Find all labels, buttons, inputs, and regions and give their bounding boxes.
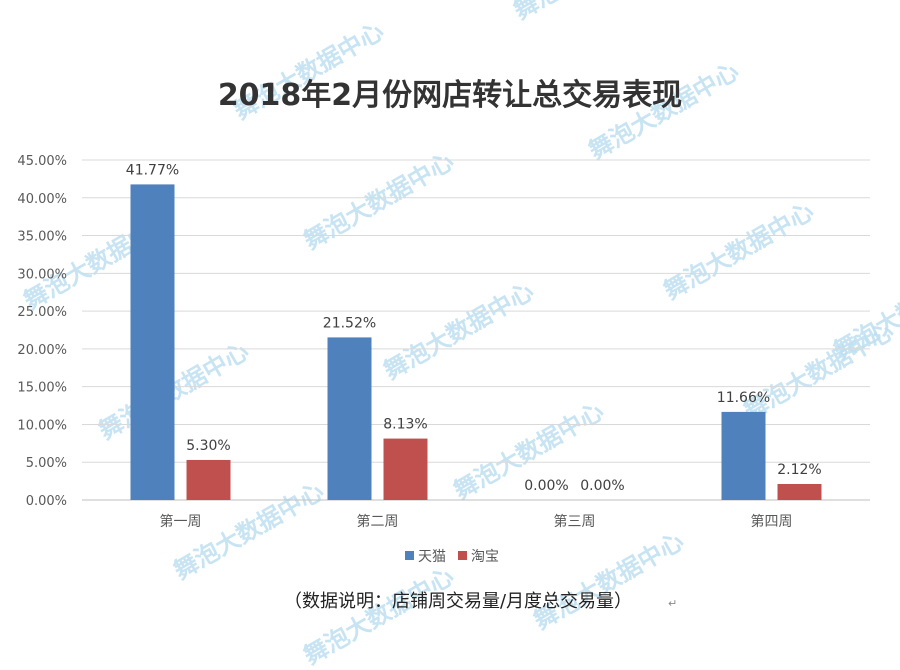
watermark-text: 舞泡大数据中心	[529, 527, 688, 635]
bar-tmall	[130, 184, 175, 500]
chart-title: 2018年2月份网店转让总交易表现	[218, 78, 682, 113]
return-mark: ↵	[668, 597, 677, 610]
watermark-text: 舞泡大数据中心	[299, 147, 458, 255]
data-label: 8.13%	[383, 417, 427, 433]
data-label: 41.77%	[126, 162, 179, 178]
y-tick-label: 20.00%	[17, 343, 67, 358]
y-tick-label: 40.00%	[17, 192, 67, 207]
bar-taobao	[777, 483, 822, 500]
data-label: 0.00%	[524, 478, 568, 494]
x-axis-categories: 第一周 第二周 第三周 第四周	[160, 513, 793, 530]
y-tick-label: 25.00%	[17, 305, 67, 320]
legend-swatch	[458, 551, 467, 560]
legend-swatch	[405, 551, 414, 560]
watermark-text: 舞泡大数据中心	[379, 277, 538, 385]
bar-taobao	[383, 438, 428, 500]
x-category-label: 第一周	[160, 513, 202, 530]
y-tick-label: 5.00%	[26, 456, 67, 471]
legend-label: 天猫	[418, 549, 446, 565]
y-tick-label: 10.00%	[17, 418, 67, 433]
bars	[130, 184, 822, 500]
y-tick-label: 30.00%	[17, 267, 67, 282]
x-category-label: 第四周	[751, 513, 793, 530]
x-category-label: 第二周	[357, 513, 399, 530]
data-label: 21.52%	[323, 315, 376, 331]
data-labels: 41.77% 5.30% 21.52% 8.13% 0.00% 0.00% 11.66% 2.…	[126, 162, 822, 494]
data-label: 0.00%	[580, 478, 624, 494]
data-note: （数据说明：店铺周交易量/月度总交易量）	[284, 591, 632, 612]
y-tick-label: 15.00%	[17, 381, 67, 396]
watermark-text: 舞泡大数据中心	[659, 197, 818, 305]
y-tick-label: 45.00%	[17, 154, 67, 169]
y-axis-ticks: 0.00% 5.00% 10.00% 15.00% 20.00% 25.00% 30.00%…	[17, 154, 67, 509]
y-tick-label: 0.00%	[26, 494, 67, 509]
legend-label: 淘宝	[471, 549, 499, 565]
x-category-label: 第三周	[554, 513, 596, 530]
watermark-text: 舞泡大数据中心	[509, 0, 668, 25]
data-label: 11.66%	[717, 390, 770, 406]
bar-taobao	[186, 459, 231, 500]
bar-tmall	[327, 337, 372, 500]
bar-tmall	[721, 411, 766, 500]
y-tick-label: 35.00%	[17, 230, 67, 245]
legend: 天猫 淘宝	[405, 549, 499, 565]
data-label: 2.12%	[777, 462, 821, 478]
watermark-text: 舞泡大数据中心	[299, 562, 458, 670]
data-label: 5.30%	[186, 438, 230, 454]
